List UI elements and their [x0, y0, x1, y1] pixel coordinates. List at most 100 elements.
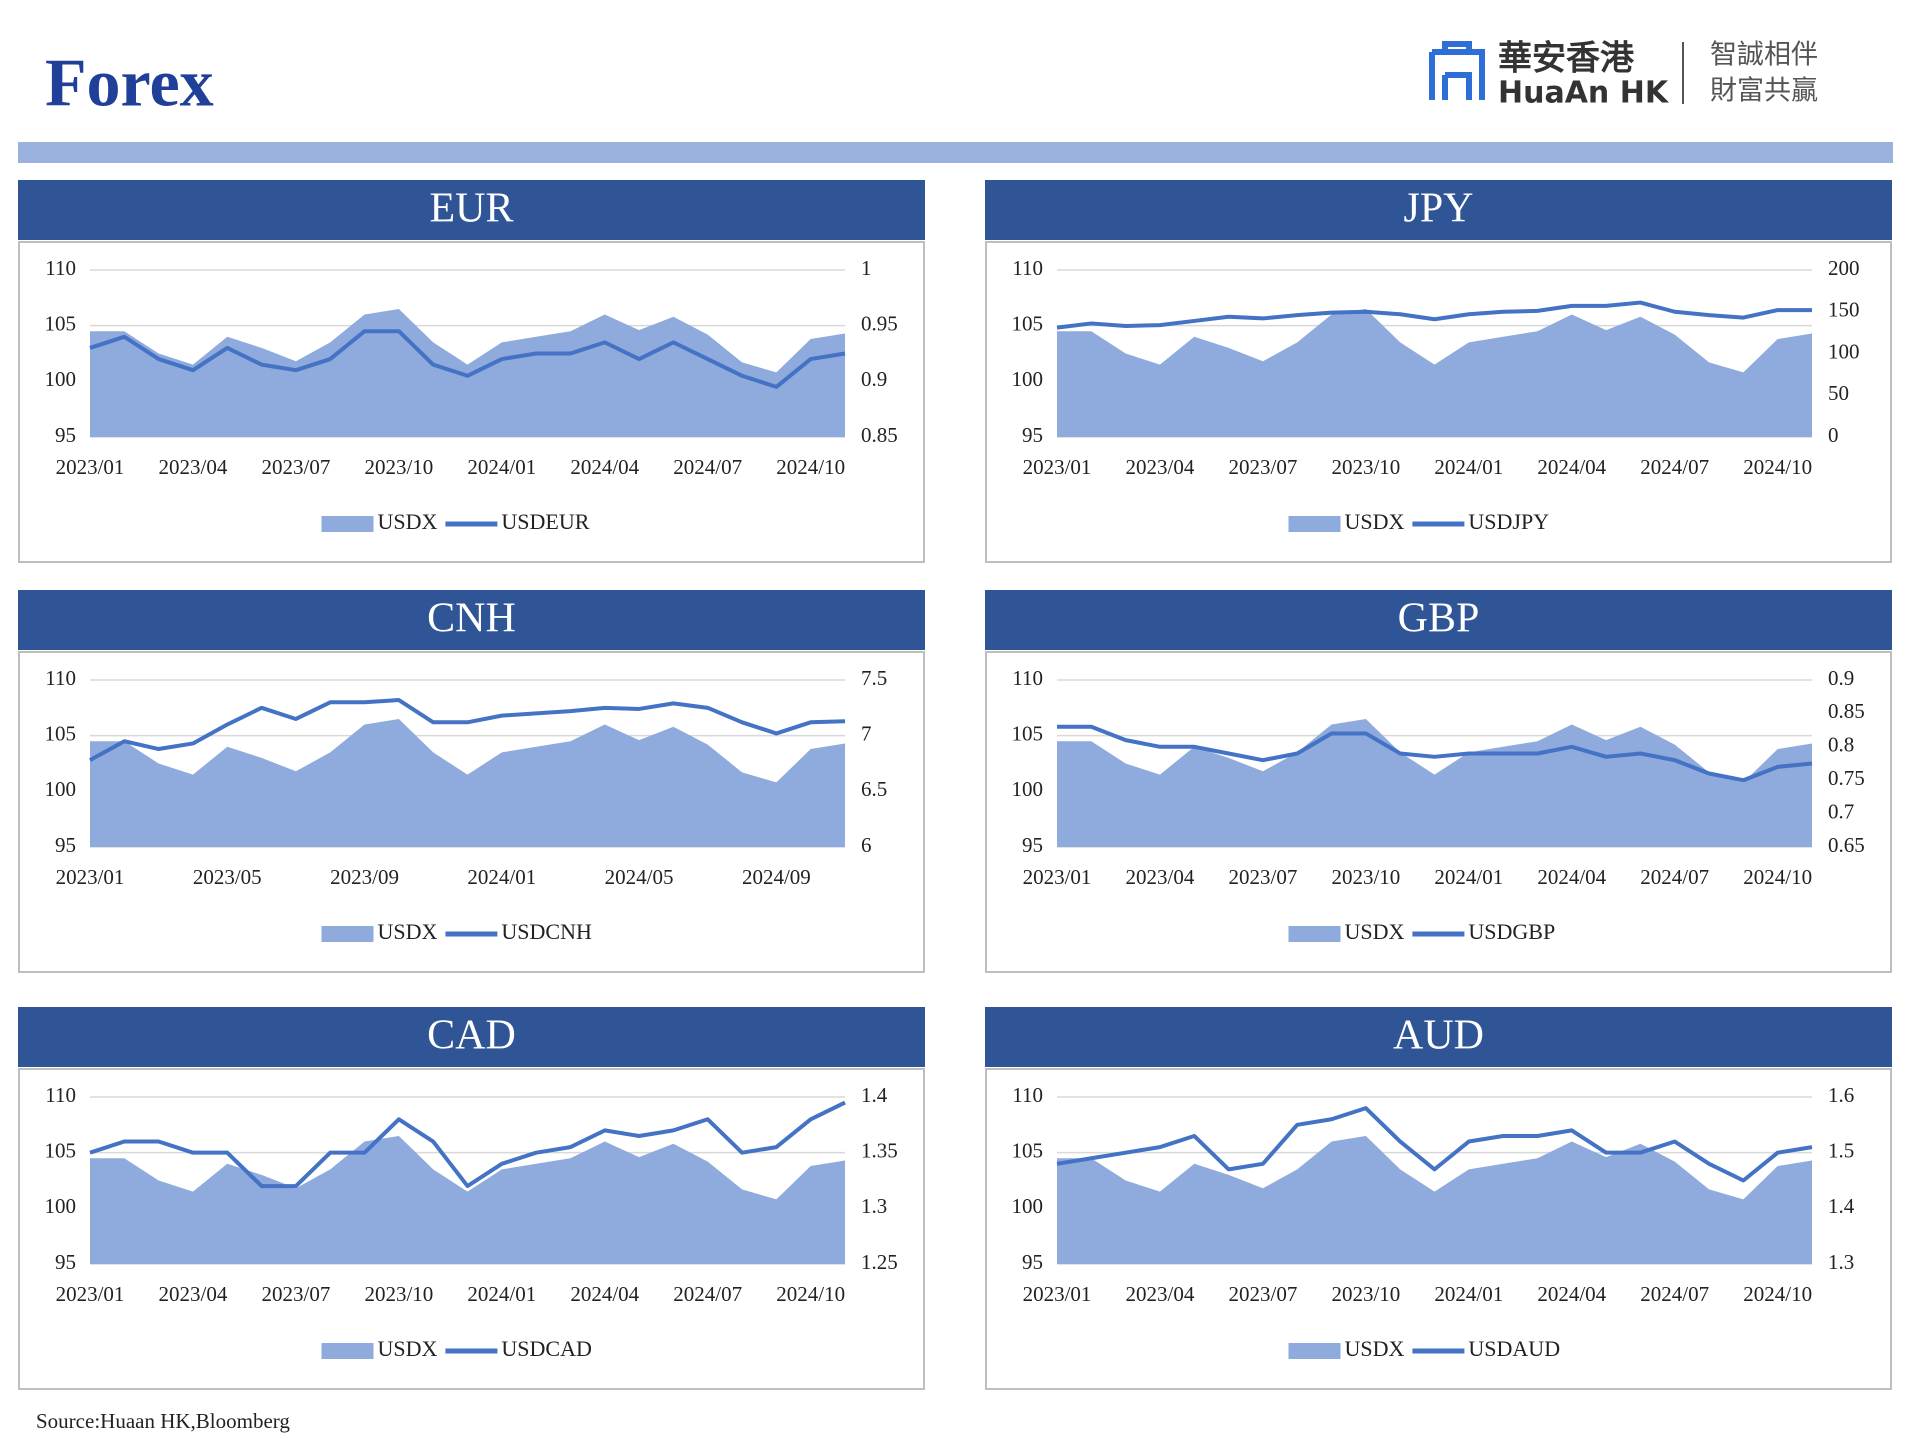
header-band	[18, 142, 1893, 163]
legend-label: USDX	[378, 509, 438, 534]
y2-tick-label: 0.65	[1828, 833, 1865, 857]
x-tick-label: 2024/01	[1434, 1282, 1503, 1306]
legend-label: USDX	[378, 919, 438, 944]
y2-tick-label: 1.4	[1828, 1194, 1855, 1218]
y2-tick-label: 0.7	[1828, 799, 1854, 823]
y-tick-label: 95	[1022, 423, 1043, 447]
x-tick-label: 2024/07	[673, 1282, 742, 1306]
y2-tick-label: 1.35	[861, 1138, 898, 1162]
x-tick-label: 2024/10	[1743, 455, 1812, 479]
y2-tick-label: 7.5	[861, 666, 887, 690]
panel-header	[985, 1007, 1892, 1067]
y2-tick-label: 0.85	[1828, 699, 1865, 723]
y2-tick-label: 0.75	[1828, 766, 1865, 790]
x-tick-label: 2023/01	[1023, 455, 1092, 479]
y2-tick-label: 7	[861, 721, 872, 745]
x-tick-label: 2023/04	[159, 455, 228, 479]
area	[1057, 718, 1812, 847]
panel-header	[985, 590, 1892, 650]
legend-label: USDX	[1345, 1336, 1405, 1361]
line	[89, 1100, 846, 1189]
x-tick-label: 2023/10	[364, 455, 433, 479]
y-tick-label: 100	[45, 1194, 77, 1218]
y2-tick-label: 0.85	[861, 423, 898, 447]
y-tick-label: 100	[1012, 777, 1044, 801]
legend-label: USDJPY	[1468, 509, 1549, 534]
x-tick-label: 2024/05	[605, 865, 674, 889]
panel-title: EUR	[430, 186, 514, 232]
y2-tick-label: 1.6	[1828, 1083, 1854, 1107]
x-tick-label: 2024/09	[742, 865, 811, 889]
y-tick-label: 110	[1012, 1083, 1043, 1107]
x-tick-label: 2023/04	[1126, 1282, 1195, 1306]
logo-cn: 華安香港	[1498, 39, 1635, 79]
x-tick-label: 2023/07	[1228, 865, 1297, 889]
x-tick-label: 2024/10	[1743, 1282, 1812, 1306]
y2-tick-label: 50	[1828, 381, 1849, 405]
y-tick-label: 105	[1012, 311, 1044, 335]
x-tick-label: 2023/01	[56, 455, 125, 479]
panel-title: AUD	[1393, 1013, 1484, 1059]
x-tick-label: 2023/10	[1331, 1282, 1400, 1306]
y-tick-label: 100	[45, 367, 77, 391]
x-tick-label: 2023/10	[364, 1282, 433, 1306]
y2-tick-label: 0.95	[861, 311, 898, 335]
x-tick-label: 2024/07	[1640, 1282, 1709, 1306]
x-tick-label: 2024/04	[570, 455, 639, 479]
x-tick-label: 2023/10	[1331, 865, 1400, 889]
y-tick-label: 95	[1022, 1250, 1043, 1274]
area	[1057, 308, 1812, 437]
y-tick-label: 110	[45, 256, 76, 280]
legend-swatch	[321, 516, 374, 532]
y2-tick-label: 0.9	[1828, 666, 1854, 690]
y-tick-label: 95	[55, 1250, 76, 1274]
y2-tick-label: 6.5	[861, 777, 887, 801]
y-tick-label: 110	[1012, 666, 1043, 690]
legend-label: USDAUD	[1468, 1336, 1560, 1361]
x-tick-label: 2023/05	[193, 865, 262, 889]
x-tick-label: 2023/01	[56, 1282, 125, 1306]
y-tick-label: 105	[45, 721, 77, 745]
x-tick-label: 2024/10	[776, 455, 845, 479]
y-tick-label: 95	[55, 833, 76, 857]
legend-swatch	[321, 1343, 374, 1359]
legend-label: USDX	[1345, 509, 1405, 534]
x-tick-label: 2023/10	[1331, 455, 1400, 479]
panel-header	[18, 590, 925, 650]
y2-tick-label: 0.8	[1828, 733, 1854, 757]
line	[89, 329, 846, 389]
area	[90, 1135, 845, 1264]
panel-header	[985, 180, 1892, 240]
line	[89, 698, 846, 762]
y2-tick-label: 1.3	[861, 1194, 887, 1218]
x-tick-label: 2024/10	[1743, 865, 1812, 889]
panel-header	[18, 1007, 925, 1067]
y2-tick-label: 1.3	[1828, 1250, 1854, 1274]
y-tick-label: 95	[1022, 833, 1043, 857]
logo-en: HuaAn HK	[1498, 76, 1670, 111]
line	[1056, 1106, 1813, 1183]
y-tick-label: 110	[1012, 256, 1043, 280]
x-tick-label: 2023/04	[159, 1282, 228, 1306]
y2-tick-label: 1.25	[861, 1250, 898, 1274]
legend-label: USDGBP	[1468, 919, 1555, 944]
y2-tick-label: 0.9	[861, 367, 887, 391]
x-tick-label: 2024/04	[1537, 865, 1606, 889]
area	[90, 308, 845, 437]
x-tick-label: 2024/04	[1537, 1282, 1606, 1306]
x-tick-label: 2023/07	[261, 455, 330, 479]
legend-swatch	[1288, 1343, 1341, 1359]
y-tick-label: 100	[1012, 367, 1044, 391]
y2-tick-label: 1.5	[1828, 1138, 1854, 1162]
y2-tick-label: 1	[861, 256, 872, 280]
x-tick-label: 2023/09	[330, 865, 399, 889]
logo: 華安香港 HuaAn HK 智誠相伴 財富共贏	[1429, 39, 1818, 111]
x-tick-label: 2023/01	[56, 865, 125, 889]
x-tick-label: 2024/01	[467, 1282, 536, 1306]
x-tick-label: 2024/01	[1434, 455, 1503, 479]
x-tick-label: 2024/07	[1640, 865, 1709, 889]
x-tick-label: 2024/10	[776, 1282, 845, 1306]
legend-swatch	[321, 926, 374, 942]
panel-title: GBP	[1398, 596, 1480, 642]
